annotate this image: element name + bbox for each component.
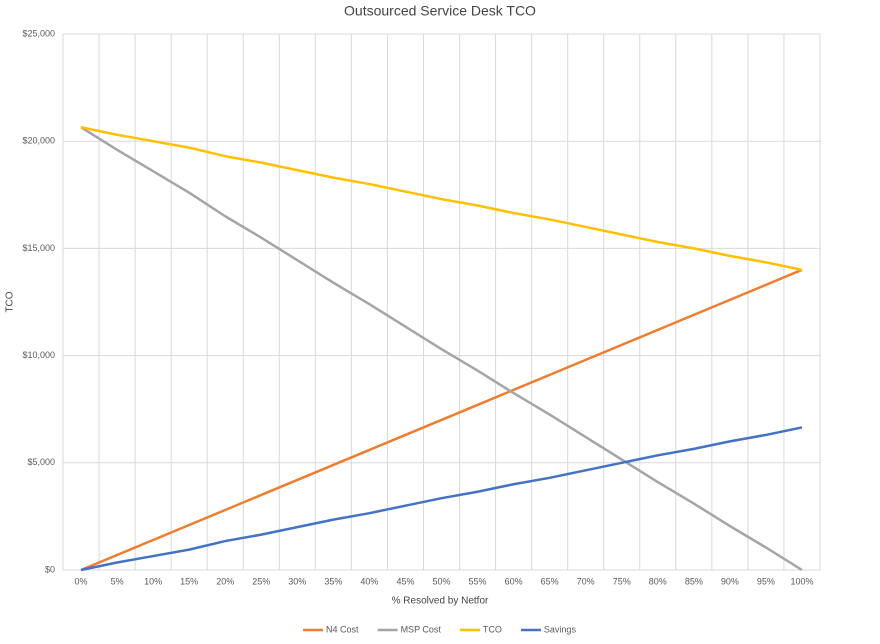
series-line [80, 426, 803, 572]
x-tick-label: 30% [288, 576, 306, 586]
x-tick-label: 100% [790, 576, 813, 586]
x-tick-label: 20% [216, 576, 234, 586]
x-tick-label: 45% [396, 576, 414, 586]
legend-label: MSP Cost [401, 624, 442, 634]
x-tick-label: 90% [721, 576, 739, 586]
x-tick-label: 0% [75, 576, 88, 586]
y-axis-title: TCO [5, 291, 16, 312]
x-tick-label: 5% [111, 576, 124, 586]
x-tick-label: 25% [252, 576, 270, 586]
x-tick-label: 80% [649, 576, 667, 586]
x-tick-label: 35% [324, 576, 342, 586]
x-tick-label: 75% [613, 576, 631, 586]
x-tick-label: 95% [757, 576, 775, 586]
x-tick-label: 40% [360, 576, 378, 586]
x-tick-label: 60% [505, 576, 523, 586]
x-tick-label: 85% [685, 576, 703, 586]
y-tick-label: $0 [45, 564, 55, 574]
x-tick-label: 10% [144, 576, 162, 586]
x-tick-label: 65% [541, 576, 559, 586]
legend-label: TCO [483, 624, 502, 634]
y-tick-label: $10,000 [22, 350, 55, 360]
x-tick-label: 55% [469, 576, 487, 586]
legend-label: Savings [544, 624, 577, 634]
y-tick-label: $15,000 [22, 243, 55, 253]
x-tick-label: 70% [577, 576, 595, 586]
x-tick-label: 15% [180, 576, 198, 586]
y-tick-label: $5,000 [27, 457, 55, 467]
chart-title: Outsourced Service Desk TCO [344, 3, 536, 19]
x-tick-label: 50% [432, 576, 450, 586]
series-line [80, 126, 803, 572]
x-axis-title: % Resolved by Netfor [392, 596, 489, 607]
y-tick-label: $25,000 [22, 28, 55, 38]
series-line [80, 126, 803, 272]
legend-label: N4 Cost [326, 624, 359, 634]
series-line [80, 268, 803, 572]
y-tick-label: $20,000 [22, 136, 55, 146]
